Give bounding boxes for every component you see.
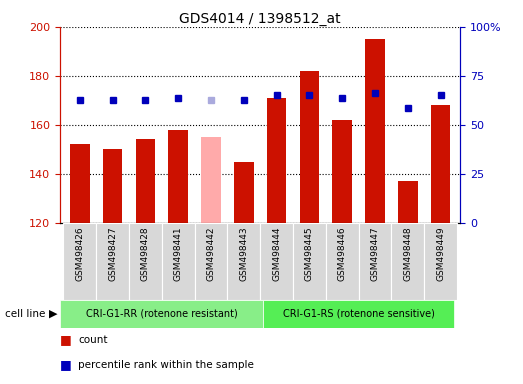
Bar <box>96 223 129 300</box>
Bar <box>359 223 391 300</box>
Text: ■: ■ <box>60 333 72 346</box>
Text: GSM498428: GSM498428 <box>141 227 150 281</box>
Text: CRI-G1-RR (rotenone resistant): CRI-G1-RR (rotenone resistant) <box>86 309 237 319</box>
Text: percentile rank within the sample: percentile rank within the sample <box>78 360 254 370</box>
Text: GSM498444: GSM498444 <box>272 227 281 281</box>
Bar <box>391 223 424 300</box>
Text: GSM498447: GSM498447 <box>370 227 380 281</box>
Bar <box>260 223 293 300</box>
Bar <box>300 71 319 223</box>
Text: GSM498426: GSM498426 <box>75 227 84 281</box>
Text: cell line: cell line <box>5 309 46 319</box>
Bar <box>264 300 453 328</box>
Text: count: count <box>78 335 108 345</box>
Bar <box>234 162 254 223</box>
Text: GSM498442: GSM498442 <box>207 227 215 281</box>
Bar <box>424 223 457 300</box>
Bar <box>60 300 264 328</box>
Text: GSM498449: GSM498449 <box>436 227 445 281</box>
Text: GSM498441: GSM498441 <box>174 227 183 281</box>
Text: GSM498448: GSM498448 <box>403 227 412 281</box>
Bar <box>228 223 260 300</box>
Bar <box>168 130 188 223</box>
Bar <box>195 223 228 300</box>
Text: ■: ■ <box>60 383 72 384</box>
Text: GSM498445: GSM498445 <box>305 227 314 281</box>
Bar <box>63 223 96 300</box>
Bar <box>103 149 122 223</box>
Text: GSM498446: GSM498446 <box>338 227 347 281</box>
Bar <box>201 137 221 223</box>
Bar <box>267 98 287 223</box>
Text: CRI-G1-RS (rotenone sensitive): CRI-G1-RS (rotenone sensitive) <box>282 309 435 319</box>
Bar <box>398 181 417 223</box>
Text: GSM498427: GSM498427 <box>108 227 117 281</box>
Text: GSM498443: GSM498443 <box>240 227 248 281</box>
Bar <box>162 223 195 300</box>
Bar <box>332 120 352 223</box>
Bar <box>293 223 326 300</box>
Bar <box>365 39 385 223</box>
Bar <box>431 105 450 223</box>
Bar <box>129 223 162 300</box>
Bar <box>70 144 89 223</box>
Bar <box>135 139 155 223</box>
Text: ▶: ▶ <box>49 309 57 319</box>
Text: ■: ■ <box>60 358 72 371</box>
Bar <box>326 223 359 300</box>
Title: GDS4014 / 1398512_at: GDS4014 / 1398512_at <box>179 12 341 26</box>
